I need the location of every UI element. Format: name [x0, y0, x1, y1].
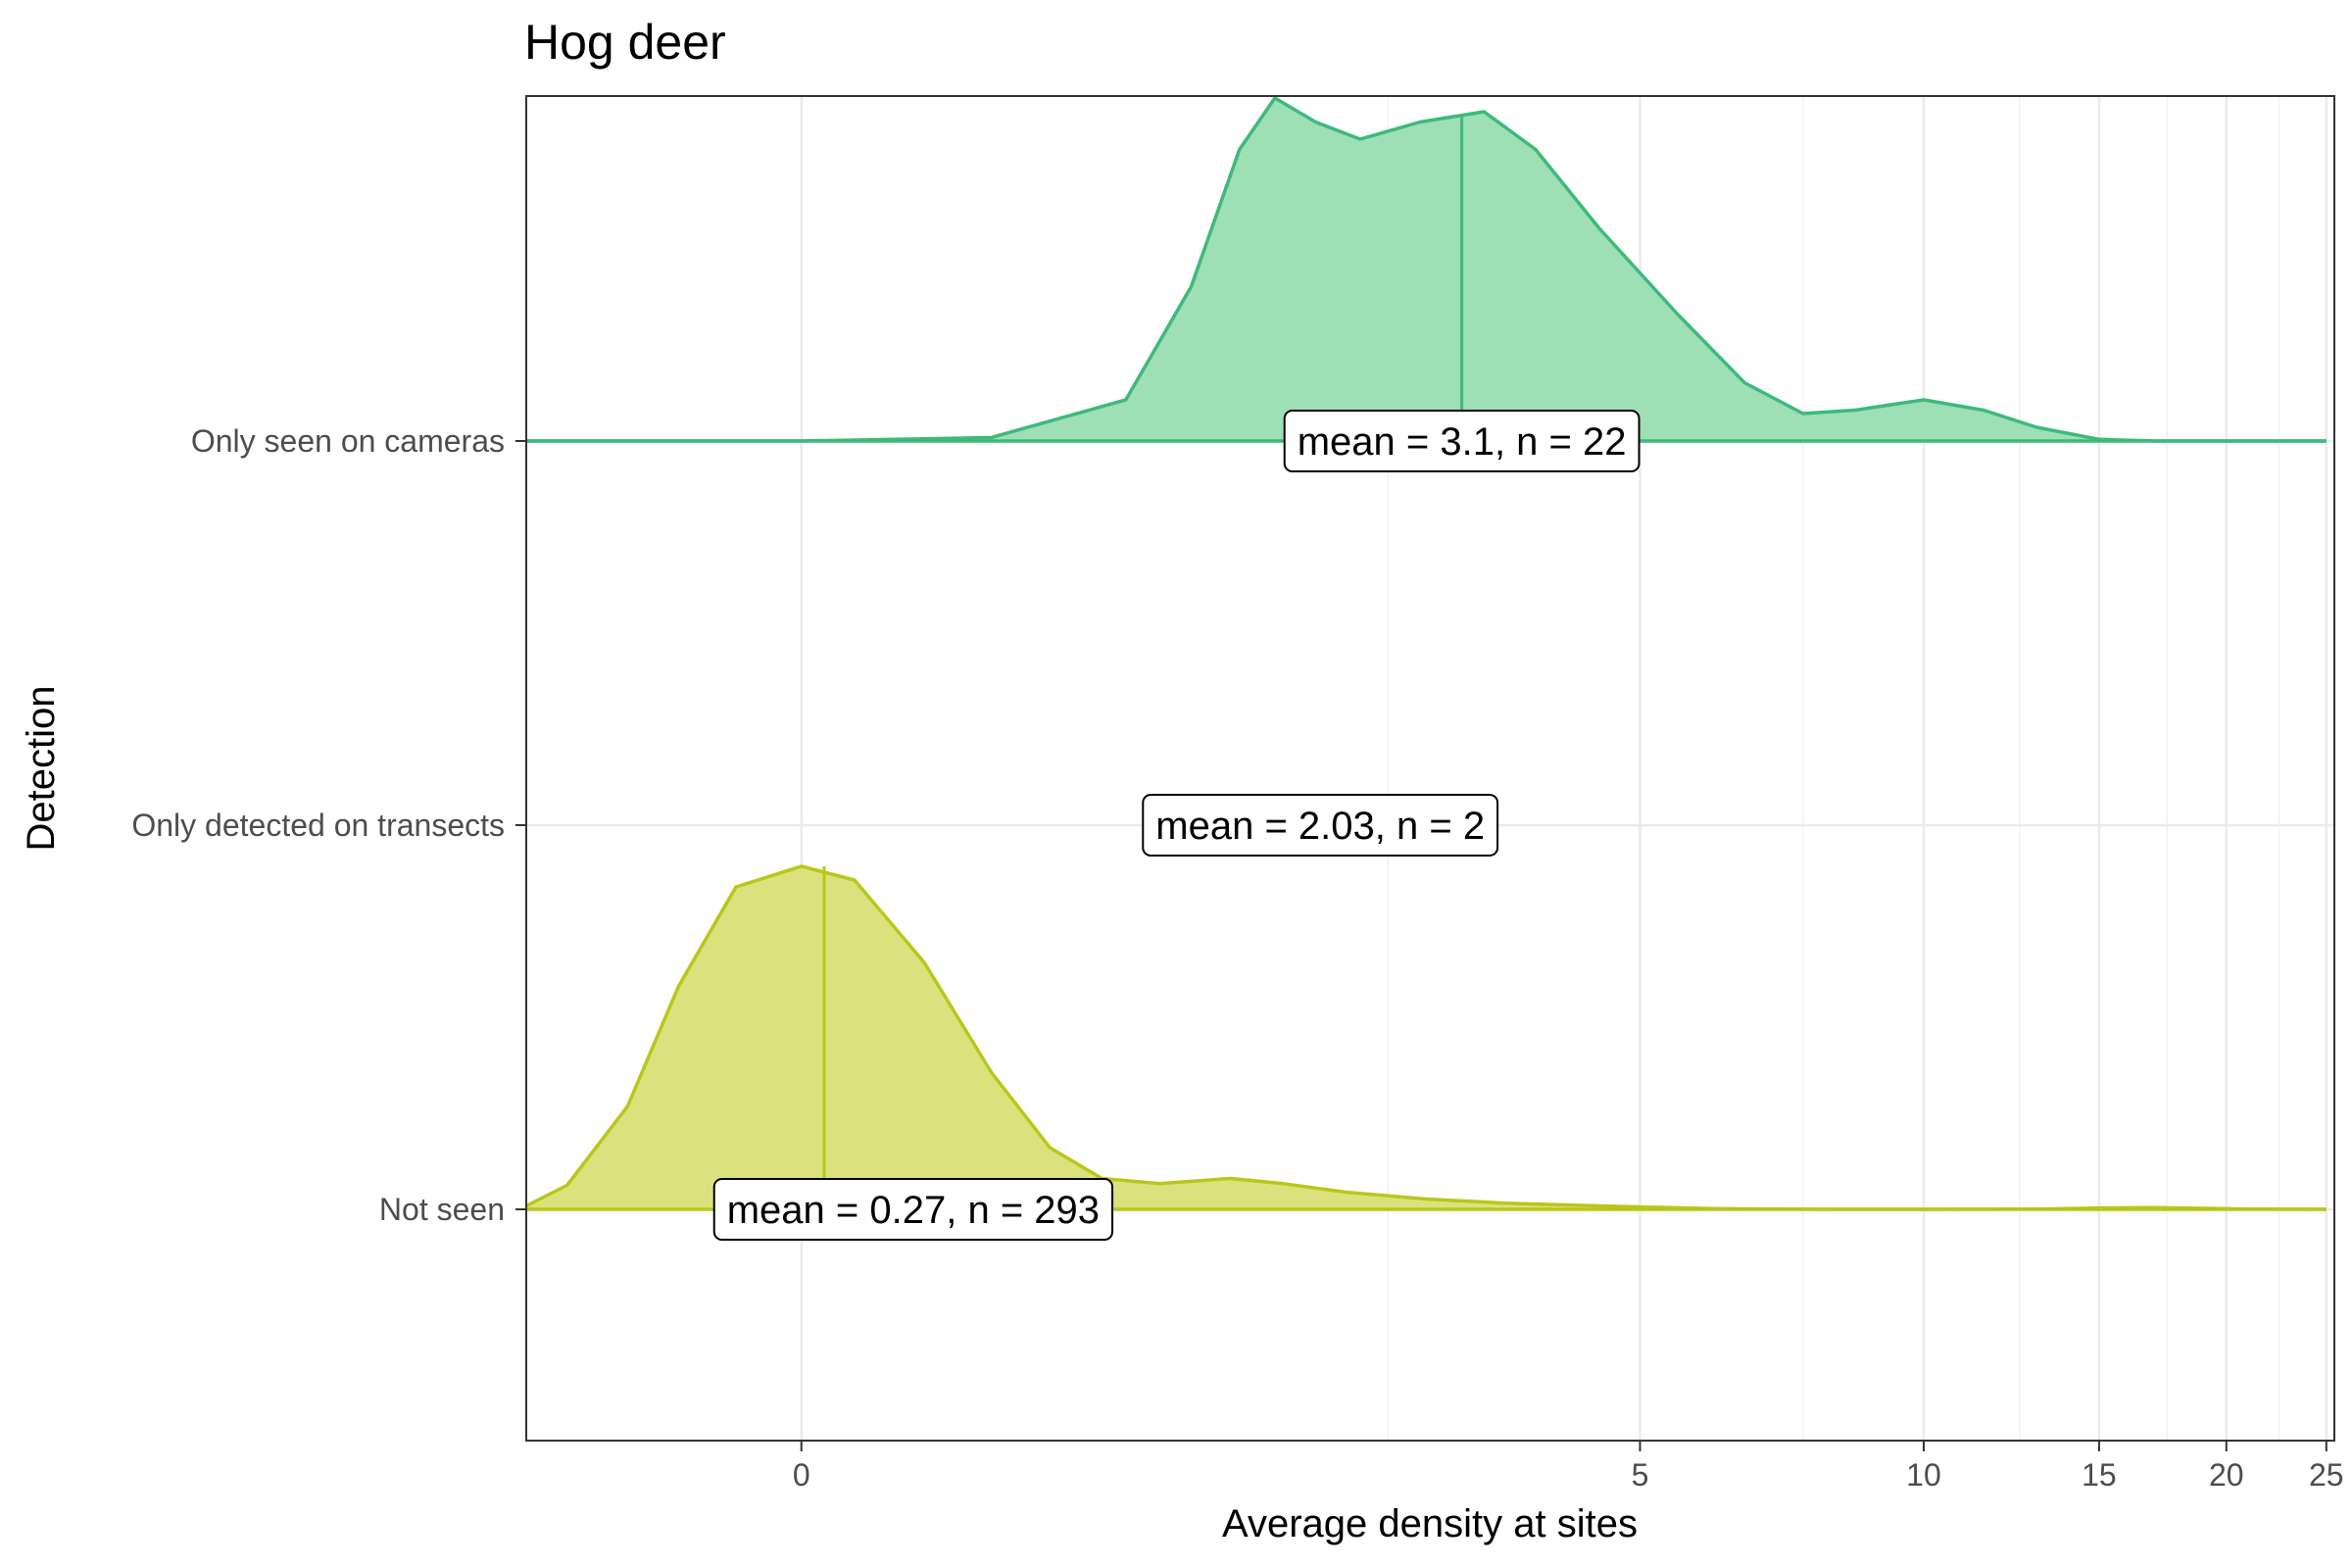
mean-label-box	[1142, 794, 1499, 857]
x-tick-label: 5	[1632, 1457, 1649, 1493]
x-tick-label: 10	[1906, 1457, 1941, 1493]
mean-label-text: mean = 0.27, n = 293	[727, 1189, 1100, 1232]
y-axis: Not seen Only detected on transects Only s…	[131, 423, 526, 1227]
mean-label: mean = 0.27, n = 293	[712, 1178, 1114, 1241]
y-tick-label: Only seen on cameras	[191, 423, 505, 459]
ridge-area	[526, 98, 2327, 441]
mean-label-text: mean = 3.1, n = 22	[1298, 420, 1627, 464]
y-axis-title: Detection	[20, 686, 63, 852]
x-tick-label: 20	[2209, 1457, 2244, 1493]
plot-panel-border	[525, 95, 2335, 1442]
chart-title: Hog deer	[524, 15, 726, 70]
ridge-outline	[526, 96, 2327, 443]
x-tick-label: 25	[2309, 1457, 2344, 1493]
x-tick-label: 15	[2082, 1457, 2117, 1493]
mean-label-box	[1283, 410, 1641, 472]
mean-label-box	[712, 1178, 1114, 1241]
y-tick-label: Not seen	[379, 1192, 505, 1227]
x-axis: 0 5 10 15 20 25	[793, 1441, 2344, 1493]
mean-label: mean = 2.03, n = 2	[1142, 794, 1499, 857]
mean-label-text: mean = 2.03, n = 2	[1155, 805, 1485, 848]
x-tick-label: 0	[793, 1457, 810, 1493]
ridges-group	[525, 96, 2327, 1211]
mean-labels-group: mean = 3.1, n = 22 mean = 2.03, n = 2 mean…	[712, 410, 1641, 1241]
mean-label: mean = 3.1, n = 22	[1283, 410, 1641, 472]
y-tick-label: Only detected on transects	[131, 808, 505, 843]
x-axis-title: Average density at sites	[1222, 1502, 1638, 1545]
ridge-area	[526, 866, 2327, 1209]
